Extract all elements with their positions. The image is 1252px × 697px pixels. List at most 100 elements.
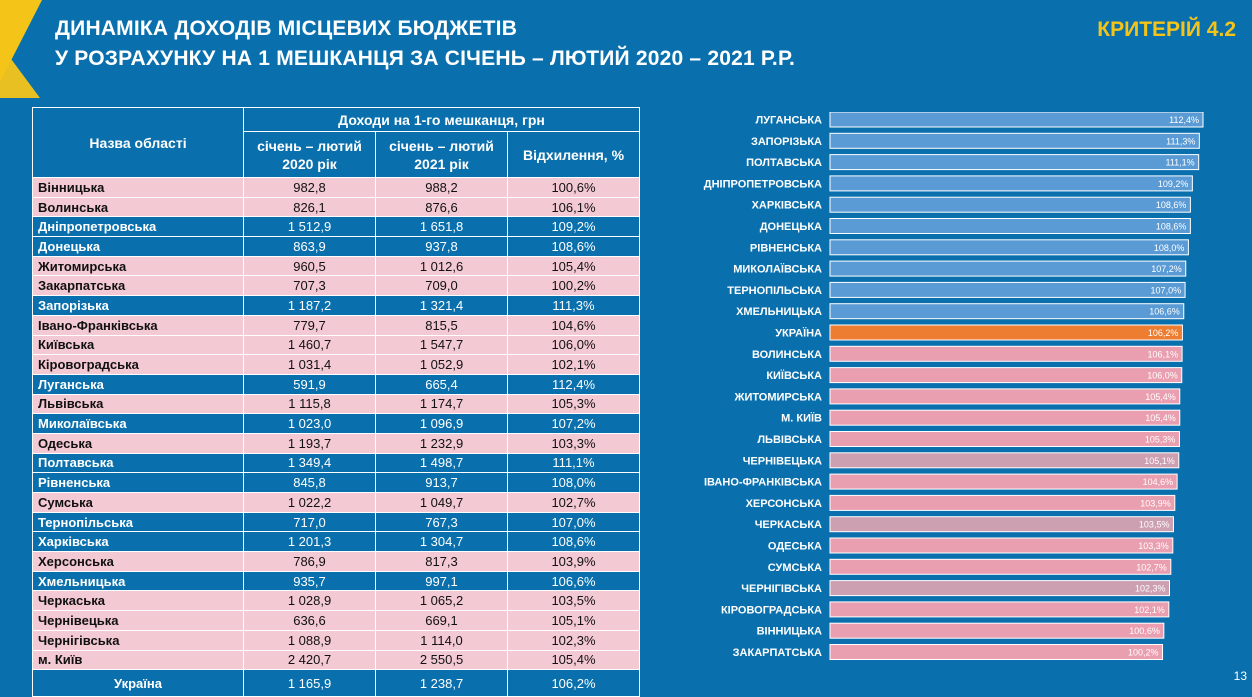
row-value-2020: 1 187,2 (243, 295, 376, 316)
row-deviation: 105,3% (506, 393, 641, 415)
row-deviation: 108,6% (506, 531, 641, 553)
table-row: Кіровоградська 1 031,4 1 052,9 102,1% (32, 354, 641, 375)
row-deviation: 109,2% (506, 216, 641, 238)
table-row: Чернігівська 1 088,9 1 114,0 102,3% (32, 629, 641, 651)
row-value-2021: 709,0 (375, 275, 508, 297)
total-value-2021: 1 238,7 (375, 669, 508, 697)
row-value-2020: 2 420,7 (243, 649, 376, 671)
bar-value-label: 103,3% (1138, 541, 1169, 551)
bar-value-label: 105,3% (1145, 435, 1176, 445)
category-label: ЖИТОМИРСЬКА (734, 391, 823, 403)
row-value-2021: 1 096,9 (375, 413, 508, 434)
row-region-name: Житомирська (32, 255, 244, 277)
row-value-2021: 2 550,5 (375, 649, 508, 671)
category-label: ДНІПРОПЕТРОВСЬКА (704, 178, 822, 190)
table-row: Львівська 1 115,8 1 174,7 105,3% (32, 393, 641, 415)
row-region-name: Хмельницька (32, 570, 244, 592)
bar (829, 239, 1189, 256)
row-value-2021: 1 547,7 (375, 334, 508, 356)
row-value-2021: 815,5 (375, 314, 508, 336)
row-value-2020: 960,5 (243, 255, 376, 277)
row-value-2020: 1 028,9 (243, 590, 376, 612)
row-value-2020: 1 115,8 (243, 393, 376, 415)
table-row: Запорізька 1 187,2 1 321,4 111,3% (32, 295, 641, 316)
bar (829, 260, 1187, 277)
bar-value-label: 107,0% (1151, 285, 1182, 295)
row-value-2021: 913,7 (375, 472, 508, 493)
row-deviation: 108,6% (506, 236, 641, 257)
row-value-2021: 1 174,7 (375, 393, 508, 415)
row-value-2020: 1 031,4 (243, 354, 376, 375)
row-value-2021: 665,4 (375, 373, 508, 395)
table-row: Житомирська 960,5 1 012,6 105,4% (32, 255, 641, 277)
category-label: ПОЛТАВСЬКА (746, 157, 822, 169)
row-value-2021: 1 012,6 (375, 255, 508, 277)
row-region-name: Сумська (32, 492, 244, 513)
row-value-2021: 1 049,7 (375, 492, 508, 513)
row-value-2020: 826,1 (243, 196, 376, 218)
bar-value-label: 108,6% (1156, 222, 1187, 232)
row-value-2021: 1 321,4 (375, 295, 508, 316)
row-value-2021: 1 498,7 (375, 452, 508, 474)
row-deviation: 107,2% (506, 413, 641, 434)
bar (829, 175, 1193, 192)
bar (829, 154, 1200, 171)
table-row: Тернопільська 717,0 767,3 107,0% (32, 511, 641, 533)
row-value-2020: 591,9 (243, 373, 376, 395)
row-value-2020: 1 512,9 (243, 216, 376, 238)
row-deviation: 105,4% (506, 255, 641, 277)
row-value-2020: 779,7 (243, 314, 376, 336)
category-label: ЧЕРКАСЬКА (755, 519, 822, 531)
category-label: ХЕРСОНСЬКА (746, 498, 822, 510)
row-value-2020: 1 193,7 (243, 432, 376, 454)
row-value-2020: 863,9 (243, 236, 376, 257)
table-row: Сумська 1 022,2 1 049,7 102,7% (32, 492, 641, 513)
bar (829, 601, 1170, 618)
row-deviation: 102,1% (506, 354, 641, 375)
category-label: МИКОЛАЇВСЬКА (733, 263, 822, 276)
bar-value-label: 105,1% (1144, 456, 1175, 466)
row-deviation: 106,0% (506, 334, 641, 356)
row-value-2020: 786,9 (243, 551, 376, 572)
row-region-name: Черкаська (32, 590, 244, 612)
bar-value-label: 111,3% (1166, 136, 1195, 146)
row-deviation: 105,4% (506, 649, 641, 671)
table-row: Полтавська 1 349,4 1 498,7 111,1% (32, 452, 641, 474)
table-row: Волинська 826,1 876,6 106,1% (32, 196, 641, 218)
bar (829, 112, 1204, 128)
bar-value-label: 104,6% (1143, 477, 1174, 487)
category-label: КИЇВСЬКА (766, 369, 822, 382)
bar (829, 580, 1170, 597)
col-header-2020: січень – лютий 2020 рік (243, 131, 376, 178)
row-region-name: Чернівецька (32, 610, 244, 631)
bar (829, 324, 1183, 341)
title-line-1: ДИНАМІКА ДОХОДІВ МІСЦЕВИХ БЮДЖЕТІВ (55, 17, 518, 40)
table-row: Черкаська 1 028,9 1 065,2 103,5% (32, 590, 641, 612)
category-label: ОДЕСЬКА (768, 541, 822, 553)
row-region-name: Херсонська (32, 551, 244, 572)
title-line-2: У РОЗРАХУНКУ НА 1 МЕШКАНЦЯ ЗА СІЧЕНЬ – Л… (55, 47, 796, 70)
row-value-2020: 1 022,2 (243, 492, 376, 513)
bar-value-label: 102,3% (1135, 584, 1166, 594)
row-deviation: 103,3% (506, 432, 641, 454)
col-header-name: Назва області (32, 107, 244, 178)
row-region-name: Київська (32, 334, 244, 356)
row-value-2021: 937,8 (375, 236, 508, 257)
table-total-row: Україна 1 165,9 1 238,7 106,2% (32, 669, 641, 697)
col-header-2021: січень – лютий 2021 рік (375, 131, 508, 178)
table-row: Харківська 1 201,3 1 304,7 108,6% (32, 531, 641, 553)
category-label: ЛУГАНСЬКА (756, 115, 823, 127)
category-label: ХАРКІВСЬКА (752, 200, 822, 212)
row-region-name: Одеська (32, 432, 244, 454)
row-value-2021: 876,6 (375, 196, 508, 218)
row-deviation: 102,7% (506, 492, 641, 513)
table-row: м. Київ 2 420,7 2 550,5 105,4% (32, 649, 641, 671)
row-value-2021: 817,3 (375, 551, 508, 572)
criterion-label: КРИТЕРІЙ 4.2 (1097, 18, 1236, 41)
row-region-name: Вінницька (32, 177, 244, 198)
row-region-name: Луганська (32, 373, 244, 395)
row-value-2020: 1 023,0 (243, 413, 376, 434)
category-label: КІРОВОГРАДСЬКА (721, 604, 822, 616)
row-deviation: 106,6% (506, 570, 641, 592)
table-row: Вінницька 982,8 988,2 100,6% (32, 177, 641, 198)
